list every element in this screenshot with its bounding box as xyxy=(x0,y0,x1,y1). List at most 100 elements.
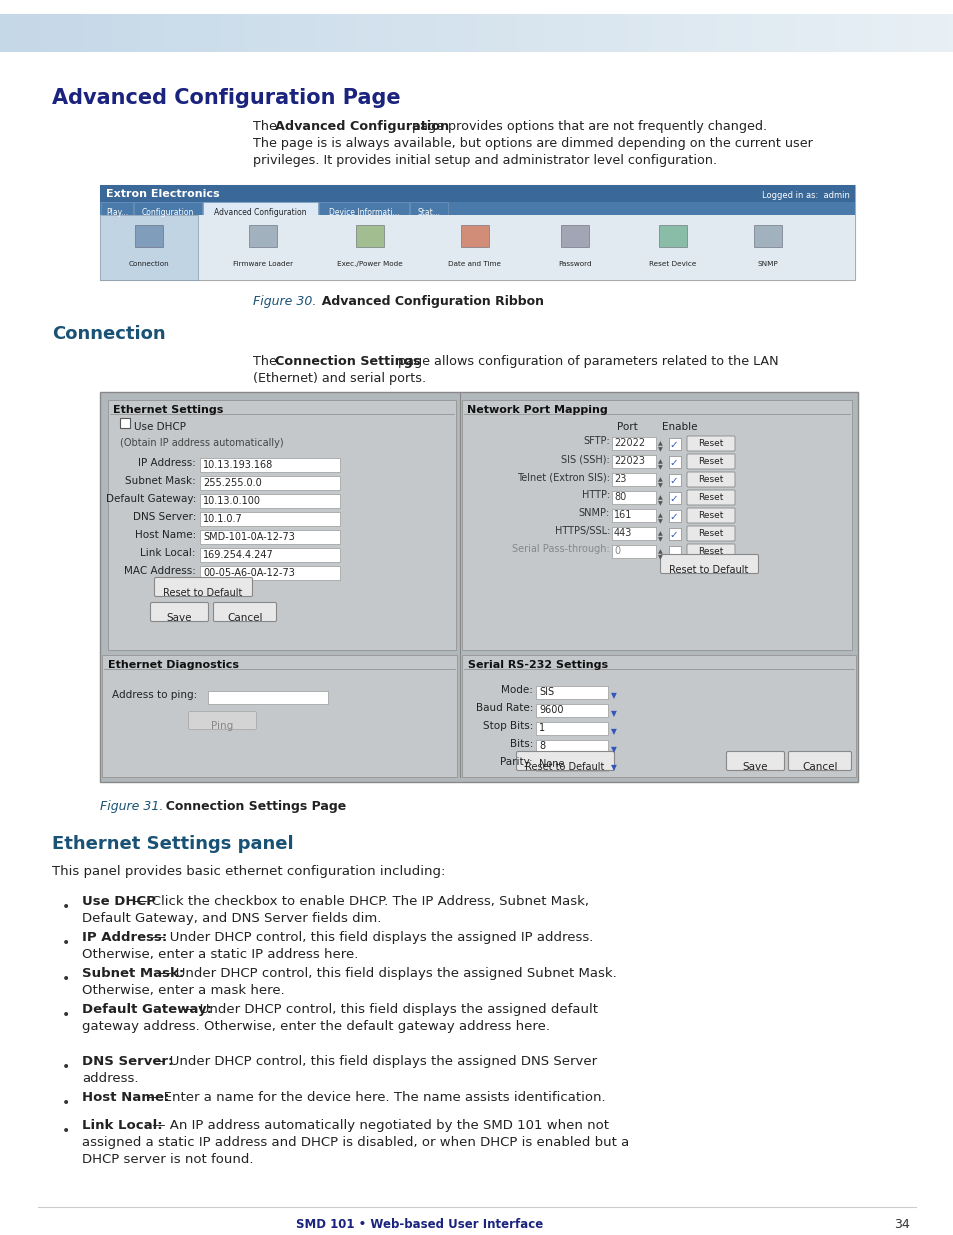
Text: Subnet Mask:: Subnet Mask: xyxy=(125,475,195,487)
Bar xyxy=(200,494,339,508)
Text: Stat...: Stat... xyxy=(417,207,440,217)
Text: SIS (SSH):: SIS (SSH): xyxy=(560,454,609,464)
Text: Default Gateway:: Default Gateway: xyxy=(82,1003,212,1016)
Text: SMD-101-0A-12-73: SMD-101-0A-12-73 xyxy=(203,532,294,542)
Text: 00-05-A6-0A-12-73: 00-05-A6-0A-12-73 xyxy=(203,568,294,578)
Text: Configuration: Configuration xyxy=(142,207,194,217)
Bar xyxy=(460,225,489,247)
Text: — Under DHCP control, this field displays the assigned default: — Under DHCP control, this field display… xyxy=(178,1003,598,1016)
Text: SIS: SIS xyxy=(538,687,554,697)
Text: 34: 34 xyxy=(893,1218,909,1231)
Text: •: • xyxy=(62,936,71,950)
Bar xyxy=(100,391,857,782)
Text: Play...: Play... xyxy=(106,207,128,217)
Bar xyxy=(668,529,680,540)
Bar xyxy=(200,530,339,543)
FancyBboxPatch shape xyxy=(788,752,851,771)
Text: Reset to Default: Reset to Default xyxy=(669,564,748,576)
Text: 8: 8 xyxy=(538,741,544,751)
Text: page allows configuration of parameters related to the LAN: page allows configuration of parameters … xyxy=(394,354,778,368)
Text: Reset: Reset xyxy=(698,547,723,556)
Text: Network Port Mapping: Network Port Mapping xyxy=(467,405,607,415)
Bar xyxy=(668,546,680,558)
Text: ▲: ▲ xyxy=(657,513,661,517)
Text: Device Informati...: Device Informati... xyxy=(329,207,399,217)
Text: — Under DHCP control, this field displays the assigned IP address.: — Under DHCP control, this field display… xyxy=(148,931,593,944)
Text: 9600: 9600 xyxy=(538,705,563,715)
Text: 10.13.193.168: 10.13.193.168 xyxy=(203,459,273,471)
Text: (Obtain IP address automatically): (Obtain IP address automatically) xyxy=(120,438,283,448)
FancyBboxPatch shape xyxy=(686,490,734,505)
Bar xyxy=(200,513,339,526)
Text: 443: 443 xyxy=(614,529,632,538)
Text: ▲: ▲ xyxy=(657,477,661,482)
Bar xyxy=(612,545,656,558)
FancyBboxPatch shape xyxy=(686,436,734,451)
Text: IP Address:: IP Address: xyxy=(138,458,195,468)
Text: 0: 0 xyxy=(614,546,619,556)
Text: •: • xyxy=(62,1124,71,1137)
Bar xyxy=(612,492,656,504)
Text: Advanced Configuration Ribbon: Advanced Configuration Ribbon xyxy=(313,295,543,308)
Text: ▼: ▼ xyxy=(657,466,661,471)
Bar xyxy=(135,225,163,247)
Text: Serial Pass-through:: Serial Pass-through: xyxy=(512,543,609,555)
Text: IP Address:: IP Address: xyxy=(82,931,167,944)
Bar xyxy=(536,704,607,718)
Bar xyxy=(461,400,851,650)
Text: ▼: ▼ xyxy=(610,692,617,700)
Bar xyxy=(536,758,607,771)
FancyBboxPatch shape xyxy=(686,454,734,469)
FancyBboxPatch shape xyxy=(686,508,734,522)
Text: HTTPS/SSL:: HTTPS/SSL: xyxy=(554,526,609,536)
Text: 10.13.0.100: 10.13.0.100 xyxy=(203,496,261,506)
Text: Use DHCP: Use DHCP xyxy=(133,422,186,432)
Text: ✓: ✓ xyxy=(668,494,677,504)
Text: •: • xyxy=(62,1095,71,1110)
Bar xyxy=(560,225,588,247)
Text: 23: 23 xyxy=(614,474,626,484)
Bar xyxy=(461,655,855,777)
Text: Reset: Reset xyxy=(698,475,723,484)
Text: 80: 80 xyxy=(614,492,625,501)
Text: Connection Settings Page: Connection Settings Page xyxy=(157,800,346,813)
Text: ▼: ▼ xyxy=(610,745,617,755)
Text: Default Gateway:: Default Gateway: xyxy=(106,494,195,504)
Text: Reset to Default: Reset to Default xyxy=(525,762,604,772)
Text: SMD 101 • Web-based User Interface: SMD 101 • Web-based User Interface xyxy=(296,1218,543,1231)
Text: Telnet (Extron SIS):: Telnet (Extron SIS): xyxy=(517,472,609,482)
Text: Advanced Configuration Page: Advanced Configuration Page xyxy=(52,88,400,107)
Text: ✓: ✓ xyxy=(668,475,677,487)
Text: ▼: ▼ xyxy=(610,727,617,736)
Text: Figure 31.: Figure 31. xyxy=(100,800,163,813)
Text: ▲: ▲ xyxy=(657,550,661,555)
FancyBboxPatch shape xyxy=(726,752,783,771)
Text: ▲: ▲ xyxy=(657,531,661,536)
Text: Mode:: Mode: xyxy=(500,685,533,695)
Text: Cancel: Cancel xyxy=(801,762,837,772)
Bar xyxy=(612,527,656,540)
Text: SNMP: SNMP xyxy=(757,261,778,267)
Bar xyxy=(208,692,328,704)
Bar xyxy=(612,473,656,487)
Text: — Enter a name for the device here. The name assists identification.: — Enter a name for the device here. The … xyxy=(142,1091,605,1104)
Bar xyxy=(133,203,202,215)
FancyBboxPatch shape xyxy=(686,543,734,559)
Text: Stop Bits:: Stop Bits: xyxy=(482,721,533,731)
Bar xyxy=(612,509,656,522)
Text: ✓: ✓ xyxy=(668,458,677,468)
FancyBboxPatch shape xyxy=(686,472,734,487)
Text: ▼: ▼ xyxy=(657,555,661,559)
Bar xyxy=(536,740,607,753)
Text: Use DHCP: Use DHCP xyxy=(82,895,155,908)
Text: DHCP server is not found.: DHCP server is not found. xyxy=(82,1153,253,1166)
Bar xyxy=(318,203,409,215)
Text: Reset: Reset xyxy=(698,493,723,501)
Text: Save: Save xyxy=(166,613,192,622)
Bar xyxy=(108,400,456,650)
Bar xyxy=(102,655,456,777)
FancyBboxPatch shape xyxy=(151,603,209,621)
Text: Reset Device: Reset Device xyxy=(649,261,696,267)
Text: privileges. It provides initial setup and administrator level configuration.: privileges. It provides initial setup an… xyxy=(253,154,717,167)
Text: Reset to Default: Reset to Default xyxy=(163,588,242,598)
